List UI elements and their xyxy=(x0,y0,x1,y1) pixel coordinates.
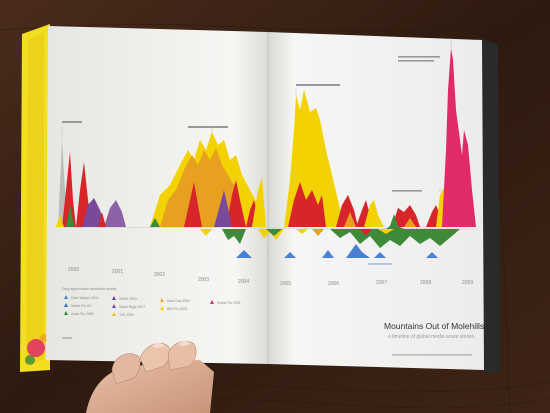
left-page xyxy=(46,26,268,364)
mountain-red-2004 xyxy=(288,182,326,227)
finger-3 xyxy=(111,353,141,385)
mountain-red-2002b xyxy=(226,180,246,227)
year-label: 2003 xyxy=(198,277,209,283)
lower-yellow-2003 xyxy=(200,229,212,236)
finger-2 xyxy=(167,341,197,371)
lower-red-2006 xyxy=(360,229,372,236)
mountain-yellow-2005 xyxy=(364,200,384,227)
legend-item: Bird Flu 2005 xyxy=(160,306,187,311)
mountain-green-2000 xyxy=(66,205,74,227)
year-label: 2008 xyxy=(420,280,431,286)
mountain-chart xyxy=(56,48,476,227)
svg-text:Swine Flu 2009: Swine Flu 2009 xyxy=(217,301,240,305)
legend-item: Swine Flu 2009 xyxy=(210,300,240,305)
svg-text:Avian Flu 2005: Avian Flu 2005 xyxy=(71,312,94,316)
page-number-mark xyxy=(62,337,72,339)
svg-text:Swine Flu 09: Swine Flu 09 xyxy=(71,304,91,308)
mountain-red-2002 xyxy=(184,182,202,227)
mountain-magenta-2009 xyxy=(442,48,476,227)
legend-item: Killer Wasps 2100 xyxy=(64,295,98,300)
book-title: Mountains Out of Molehills xyxy=(384,321,484,331)
timeline-baseline xyxy=(57,226,479,230)
mountain-orange-2002b xyxy=(170,210,182,227)
year-label: 2009 xyxy=(462,280,473,286)
year-label: 2005 xyxy=(280,281,291,287)
mountain-red-2001 xyxy=(98,212,106,227)
mountain-yellow-2003 xyxy=(252,178,266,227)
legend-item: SARS 2003 xyxy=(112,296,137,301)
year-label: 2001 xyxy=(112,269,123,275)
year-label: 2000 xyxy=(68,267,79,273)
mountain-green-2002 xyxy=(150,218,160,227)
fingernail xyxy=(152,343,164,348)
lower-green-2003 xyxy=(222,229,246,244)
lower-orange-2005 xyxy=(312,229,324,236)
mountain-orange-2006 xyxy=(404,218,416,227)
mountain-red-2006 xyxy=(392,205,420,227)
lower-yellow-2006 xyxy=(378,229,394,234)
legend-item: Swine Flu 09 xyxy=(64,303,91,308)
finger-1 xyxy=(139,343,171,373)
lower-yellow-2005 xyxy=(296,229,308,234)
lower-blue-2008 xyxy=(426,252,438,258)
svg-text:SARS 2003: SARS 2003 xyxy=(119,297,137,301)
legend-item: Y2K 1999 xyxy=(112,312,134,317)
svg-text:Killer Wasps 2100: Killer Wasps 2100 xyxy=(71,296,98,300)
svg-text:Super Bugs 2007: Super Bugs 2007 xyxy=(119,305,145,309)
year-label: 2006 xyxy=(328,281,339,287)
year-axis: 2000 2001 2002 2003 2004 2005 2006 2007 … xyxy=(68,267,473,287)
svg-text:Y2K 1999: Y2K 1999 xyxy=(119,313,134,317)
lower-green-2007 xyxy=(386,214,404,229)
lower-green-2004 xyxy=(266,229,282,236)
year-label: 2004 xyxy=(238,279,249,285)
mountain-purple-2001 xyxy=(104,200,126,227)
lower-blue-2006a xyxy=(322,250,334,258)
legend-heading: Daily approximate worldwide deaths xyxy=(62,287,117,291)
annotations xyxy=(61,38,452,192)
credit-line xyxy=(392,354,472,356)
title-block: Mountains Out of Molehills a timeline of… xyxy=(384,321,484,356)
year-label: 2002 xyxy=(154,272,165,278)
legend-item: Mad Cow 2000 xyxy=(160,298,190,303)
mountain-purple-2002 xyxy=(214,190,232,227)
mountain-orange-2005 xyxy=(344,212,356,227)
lower-blue-2006b xyxy=(346,244,370,258)
annotation-text-marks xyxy=(62,56,440,192)
legend: Daily approximate worldwide deaths Kille… xyxy=(62,287,240,339)
mountain-yellow-2000 xyxy=(56,215,64,227)
lower-blue-2003 xyxy=(236,250,252,258)
right-page xyxy=(268,32,484,370)
lower-blue-2007 xyxy=(374,252,386,258)
lower-green-2006 xyxy=(330,229,460,248)
year-label: 2007 xyxy=(376,280,387,286)
hand xyxy=(86,341,214,413)
fingernail xyxy=(178,341,190,346)
lower-blue-2005 xyxy=(284,252,296,258)
lower-chart xyxy=(200,214,460,265)
book-subtitle: a timeline of global media scare stories xyxy=(388,334,475,340)
mountain-red-2000 xyxy=(62,152,76,227)
legend-item: Avian Flu 2005 xyxy=(64,311,94,316)
svg-text:Mad Cow 2000: Mad Cow 2000 xyxy=(167,299,190,303)
svg-text:Bird Flu 2005: Bird Flu 2005 xyxy=(167,307,187,311)
legend-item: Super Bugs 2007 xyxy=(112,304,145,309)
